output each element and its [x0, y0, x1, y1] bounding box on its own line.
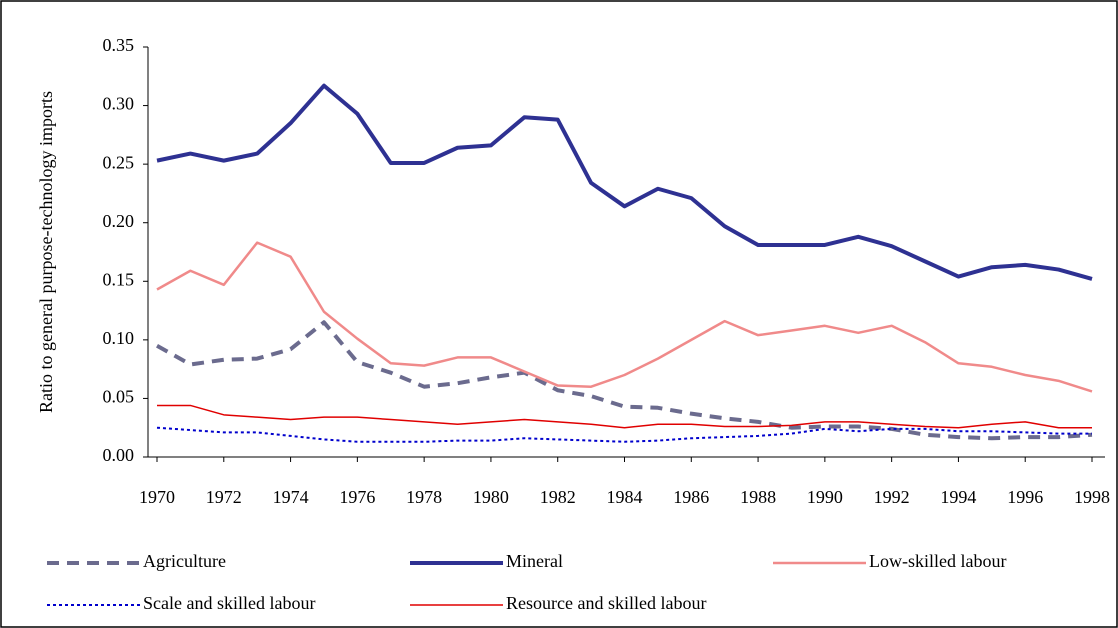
x-tick-label: 1984 [607, 487, 643, 507]
x-tick-label: 1982 [540, 487, 576, 507]
x-tick-label: 1996 [1007, 487, 1043, 507]
series-line [156, 83, 1093, 281]
series-line [156, 426, 1092, 443]
x-tick-label: 1972 [206, 487, 242, 507]
x-tick-label: 1980 [473, 487, 509, 507]
x-tick-label: 1990 [807, 487, 843, 507]
x-tick-label: 1988 [740, 487, 776, 507]
series-line [156, 241, 1093, 393]
y-tick-label: 0.10 [103, 328, 135, 348]
series-line [156, 320, 1093, 441]
x-tick-label: 1976 [339, 487, 375, 507]
y-tick-label: 0.15 [103, 269, 135, 289]
y-tick-label: 0.35 [103, 35, 135, 55]
y-axis-label: Ratio to general purpose-technology impo… [36, 91, 56, 413]
legend-label: Low-skilled labour [869, 551, 1006, 571]
x-tick-label: 1998 [1074, 487, 1110, 507]
legend-label: Agriculture [143, 551, 226, 571]
y-tick-label: 0.20 [103, 211, 135, 231]
y-tick-label: 0.30 [103, 94, 135, 114]
legend-label: Resource and skilled labour [506, 593, 706, 613]
x-tick-label: 1986 [673, 487, 709, 507]
x-tick-label: 1974 [273, 487, 309, 507]
legend-label: Scale and skilled labour [143, 593, 315, 613]
y-tick-label: 0.25 [103, 152, 135, 172]
y-tick-label: 0.00 [103, 445, 135, 465]
x-tick-label: 1970 [139, 487, 175, 507]
x-tick-label: 1994 [940, 487, 976, 507]
y-tick-label: 0.05 [103, 387, 135, 407]
x-tick-label: 1992 [874, 487, 910, 507]
series-line [157, 404, 1092, 429]
x-tick-label: 1978 [406, 487, 442, 507]
legend-label: Mineral [506, 551, 563, 571]
